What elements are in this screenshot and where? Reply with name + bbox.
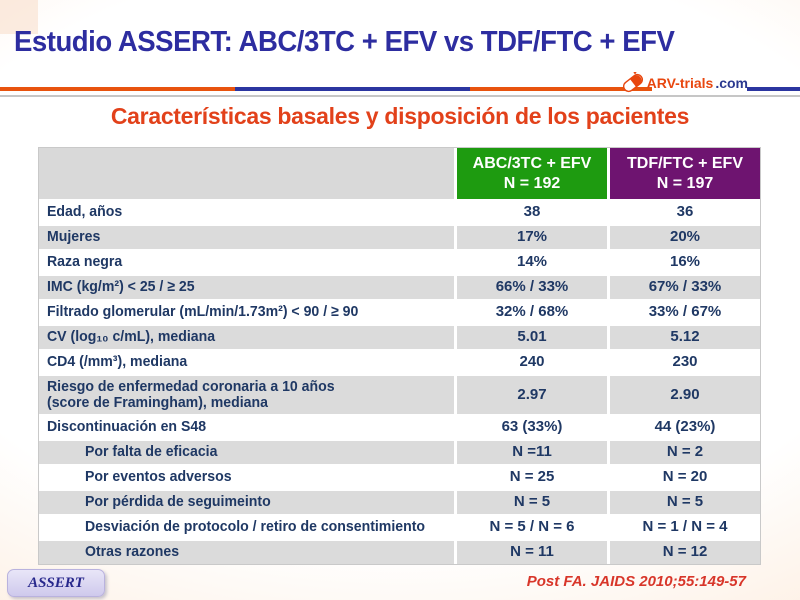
row-value-abc3tc: 2.97: [457, 376, 607, 414]
row-label: Desviación de protocolo / retiro de cons…: [39, 516, 454, 539]
arv-trials-logo[interactable]: ARV-trials .com: [621, 72, 748, 94]
row-label: Riesgo de enfermedad coronaria a 10 años…: [39, 376, 454, 414]
table-row: CD4 (/mm³), mediana 240 230: [39, 351, 760, 374]
row-label: Mujeres: [39, 226, 454, 249]
header-divider-gray: [0, 95, 800, 97]
row-label: CD4 (/mm³), mediana: [39, 351, 454, 374]
row-label: Edad, años: [39, 201, 454, 224]
table-row: Por pérdida de seguimeinto N = 5 N = 5: [39, 491, 760, 514]
row-value-abc3tc: N = 5 / N = 6: [457, 516, 607, 539]
header-divider: [0, 87, 800, 91]
row-label: Otras razones: [39, 541, 454, 564]
assert-badge: ASSERT: [7, 569, 105, 597]
logo-tld: .com: [715, 75, 748, 91]
row-label: Por pérdida de seguimeinto: [39, 491, 454, 514]
table-header-row: ABC/3TC + EFV N = 192 TDF/FTC + EFV N = …: [39, 148, 760, 199]
table-header-abc3tc: ABC/3TC + EFV N = 192: [457, 148, 607, 199]
divider-orange-segment: [470, 87, 652, 91]
page-title: Estudio ASSERT: ABC/3TC + EFV vs TDF/FTC…: [14, 26, 675, 58]
row-value-tdfftc: N = 1 / N = 4: [610, 516, 760, 539]
row-value-tdfftc: 230: [610, 351, 760, 374]
table-row: IMC (kg/m²) < 25 / ≥ 25 66% / 33% 67% / …: [39, 276, 760, 299]
row-value-abc3tc: 38: [457, 201, 607, 224]
row-label: Raza negra: [39, 251, 454, 274]
row-value-tdfftc: N = 20: [610, 466, 760, 489]
corner-decoration: [0, 0, 38, 34]
divider-blue-segment: [235, 87, 470, 91]
row-value-abc3tc: 66% / 33%: [457, 276, 607, 299]
column-label: TDF/FTC + EFV: [627, 154, 743, 172]
table-row: Filtrado glomerular (mL/min/1.73m²) < 90…: [39, 301, 760, 324]
table-header-empty-cell: [39, 148, 454, 199]
row-value-tdfftc: N = 2: [610, 441, 760, 464]
row-value-abc3tc: N = 25: [457, 466, 607, 489]
row-label: Por falta de eficacia: [39, 441, 454, 464]
row-label: IMC (kg/m²) < 25 / ≥ 25: [39, 276, 454, 299]
row-value-tdfftc: N = 12: [610, 541, 760, 564]
row-value-tdfftc: N = 5: [610, 491, 760, 514]
table-row: CV (log₁₀ c/mL), mediana 5.01 5.12: [39, 326, 760, 349]
table-row: Mujeres 17% 20%: [39, 226, 760, 249]
logo-text: ARV-trials: [646, 75, 714, 91]
row-value-tdfftc: 5.12: [610, 326, 760, 349]
row-value-abc3tc: 32% / 68%: [457, 301, 607, 324]
citation-text: Post FA. JAIDS 2010;55:149-57: [526, 573, 746, 590]
row-value-abc3tc: 14%: [457, 251, 607, 274]
row-value-tdfftc: 67% / 33%: [610, 276, 760, 299]
characteristics-table: ABC/3TC + EFV N = 192 TDF/FTC + EFV N = …: [38, 147, 761, 565]
row-label: CV (log₁₀ c/mL), mediana: [39, 326, 454, 349]
row-value-abc3tc: N = 11: [457, 541, 607, 564]
column-label: ABC/3TC + EFV: [472, 154, 592, 172]
column-n: N = 192: [503, 174, 561, 192]
pill-icon: [621, 72, 645, 94]
row-value-abc3tc: 240: [457, 351, 607, 374]
row-value-tdfftc: 36: [610, 201, 760, 224]
table-header-tdfftc: TDF/FTC + EFV N = 197: [610, 148, 760, 199]
row-value-tdfftc: 20%: [610, 226, 760, 249]
table-row: Raza negra 14% 16%: [39, 251, 760, 274]
row-label: Filtrado glomerular (mL/min/1.73m²) < 90…: [39, 301, 454, 324]
table-row: Riesgo de enfermedad coronaria a 10 años…: [39, 376, 760, 414]
table-row: Discontinuación en S48 63 (33%) 44 (23%): [39, 416, 760, 439]
row-value-abc3tc: N = 5: [457, 491, 607, 514]
row-value-abc3tc: 5.01: [457, 326, 607, 349]
row-value-abc3tc: N =11: [457, 441, 607, 464]
row-value-tdfftc: 2.90: [610, 376, 760, 414]
row-value-tdfftc: 33% / 67%: [610, 301, 760, 324]
row-value-tdfftc: 16%: [610, 251, 760, 274]
row-label: Por eventos adversos: [39, 466, 454, 489]
row-value-abc3tc: 17%: [457, 226, 607, 249]
table-row: Edad, años 38 36: [39, 201, 760, 224]
divider-blue-segment: [747, 87, 800, 91]
divider-orange-segment: [0, 87, 235, 91]
slide-subtitle: Características basales y disposición de…: [110, 103, 690, 129]
table-row: Desviación de protocolo / retiro de cons…: [39, 516, 760, 539]
table-row: Por falta de eficacia N =11 N = 2: [39, 441, 760, 464]
table-row: Por eventos adversos N = 25 N = 20: [39, 466, 760, 489]
row-value-abc3tc: 63 (33%): [457, 416, 607, 439]
table-row: Otras razones N = 11 N = 12: [39, 541, 760, 564]
column-n: N = 197: [656, 174, 714, 192]
row-label: Discontinuación en S48: [39, 416, 454, 439]
row-value-tdfftc: 44 (23%): [610, 416, 760, 439]
